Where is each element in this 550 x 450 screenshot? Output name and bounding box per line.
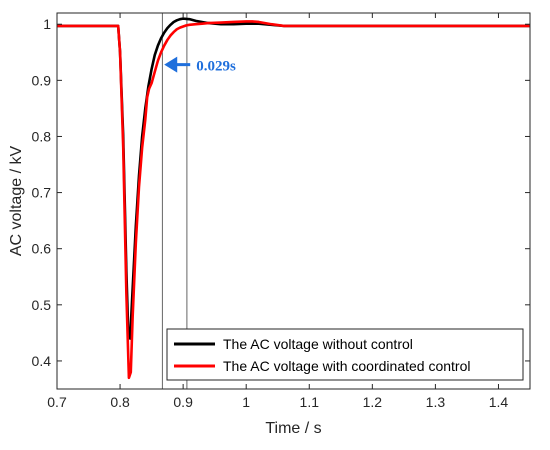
y-tick-label: 1 (43, 16, 51, 32)
x-tick-label: 0.9 (173, 394, 193, 410)
x-tick-label: 1 (242, 394, 250, 410)
y-tick-label: 0.7 (32, 185, 52, 201)
x-tick-label: 0.8 (110, 394, 130, 410)
annotation-text: 0.029s (196, 59, 236, 75)
annotation-arrow-head (164, 56, 178, 73)
legend-box (166, 328, 524, 381)
x-tick-label: 1.4 (489, 394, 509, 410)
y-tick-label: 0.8 (32, 128, 52, 144)
x-tick-label: 1.3 (426, 394, 446, 410)
legend-label: The AC voltage without control (223, 336, 413, 352)
y-tick-label: 0.5 (32, 297, 52, 313)
series-line-without-control (57, 17, 530, 340)
x-tick-label: 0.7 (47, 394, 67, 410)
x-tick-label: 1.2 (363, 394, 383, 410)
y-tick-label: 0.6 (32, 241, 52, 257)
series-group (57, 17, 530, 380)
legend-label: The AC voltage with coordinated control (223, 358, 470, 374)
x-tick-label: 1.1 (300, 394, 320, 410)
y-tick-label: 0.4 (32, 353, 52, 369)
plot-area: 0.7 0.8 0.9 1 1.1 1.2 1.3 1.4 0.4 0.5 0.6 0.7 0.8 0.9… (8, 12, 531, 437)
y-tick-label: 0.9 (32, 72, 52, 88)
series-line-coordinated-control (57, 20, 530, 380)
y-axis-title: AC voltage / kV (8, 146, 25, 257)
annotation-arrow-icon (164, 56, 191, 73)
axes-frame (56, 12, 531, 390)
x-axis-title: Time / s (265, 420, 321, 437)
plot-background (57, 13, 530, 389)
